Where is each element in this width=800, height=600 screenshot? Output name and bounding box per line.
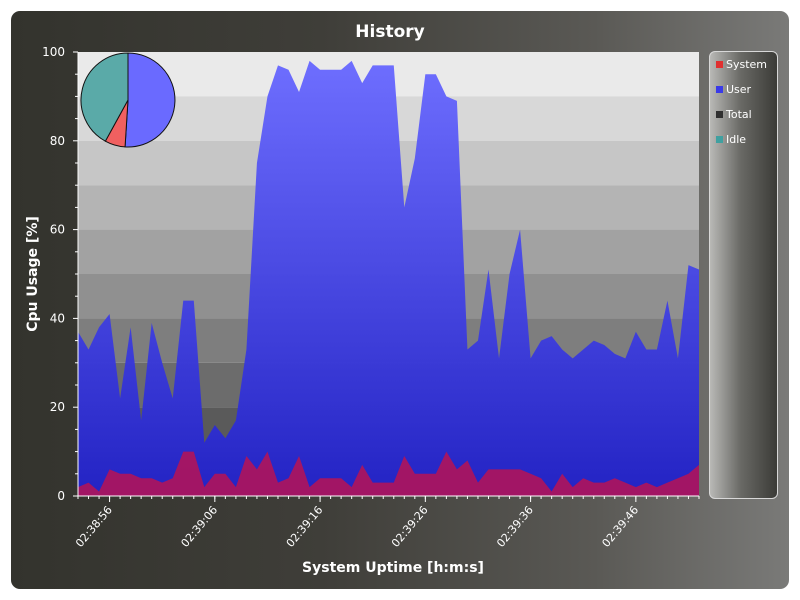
x-tick-label: 02:39:46 (599, 504, 641, 550)
y-tick-label: 0 (57, 489, 65, 503)
x-tick-label: 02:39:06 (178, 504, 220, 550)
legend-label-total: Total (726, 107, 752, 121)
y-tick-label: 60 (50, 223, 65, 237)
series-areas (78, 60, 699, 496)
x-tick-label: 02:39:36 (494, 504, 536, 550)
legend-swatch-user (716, 85, 723, 93)
pie-slice-idle (80, 52, 129, 142)
series-area-user (78, 60, 699, 496)
y-tick-label: 100 (42, 45, 65, 59)
legend-swatch-idle (716, 135, 723, 143)
y-axis-label: Cpu Usage [%] (25, 216, 41, 332)
legend: System User Total Idle (709, 51, 778, 499)
x-tick-label: 02:38:56 (73, 504, 115, 550)
legend-item-total: Total (716, 107, 752, 121)
chart-title: History (355, 22, 425, 42)
x-tick-label: 02:39:16 (284, 504, 326, 550)
legend-swatch-total (716, 110, 723, 118)
series-area-system (78, 451, 699, 496)
x-ticks: 02:38:56 02:39:06 02:39:16 02:39:26 02:39:36… (73, 496, 700, 550)
y-ticks: 0 20 40 60 80 100 (42, 45, 78, 503)
legend-item-system: System (716, 57, 768, 71)
inset-pie-chart (80, 52, 176, 148)
y-tick-label: 20 (50, 400, 65, 414)
y-tick-label: 80 (50, 134, 65, 148)
pie-slice-user (124, 52, 176, 148)
x-axis-label: System Uptime [h:m:s] (302, 560, 484, 576)
x-tick-label: 02:39:26 (389, 504, 431, 550)
legend-swatch-system (716, 60, 723, 68)
y-tick-label: 40 (50, 311, 65, 325)
legend-label-system: System (726, 57, 768, 71)
legend-item-idle: Idle (716, 132, 747, 146)
legend-label-user: User (726, 82, 752, 96)
legend-label-idle: Idle (726, 132, 747, 146)
legend-item-user: User (716, 82, 752, 96)
axes (77, 52, 699, 498)
